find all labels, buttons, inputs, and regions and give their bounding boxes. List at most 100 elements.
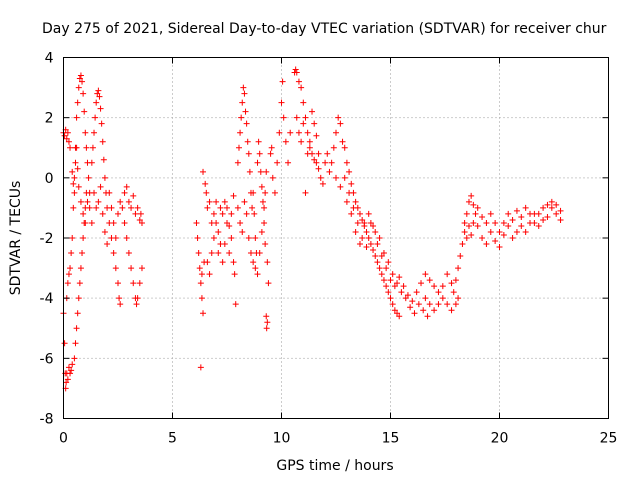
data-point <box>198 271 205 278</box>
data-point <box>128 204 135 211</box>
data-point <box>125 198 132 205</box>
data-point <box>262 189 269 196</box>
data-point <box>88 159 95 166</box>
data-point <box>134 295 141 302</box>
data-point <box>328 159 335 166</box>
data-point <box>337 120 344 127</box>
x-tick-label: 20 <box>491 431 509 447</box>
data-point <box>415 301 422 308</box>
data-point <box>263 168 270 175</box>
data-point <box>387 277 394 284</box>
data-point <box>123 183 130 190</box>
data-point <box>121 219 128 226</box>
data-point <box>108 204 115 211</box>
data-point <box>370 247 377 254</box>
data-point <box>84 198 91 205</box>
data-point <box>505 210 512 217</box>
data-point <box>81 108 88 115</box>
data-point <box>372 228 379 235</box>
data-point <box>83 144 90 151</box>
data-point <box>348 210 355 217</box>
data-point <box>112 235 119 241</box>
data-point <box>459 241 466 248</box>
data-point <box>69 168 76 175</box>
data-point <box>509 216 516 223</box>
data-point <box>75 295 82 302</box>
data-point <box>68 367 75 374</box>
data-point <box>339 138 346 145</box>
data-point <box>88 219 95 226</box>
data-point <box>461 219 468 226</box>
data-point <box>64 280 71 287</box>
data-point <box>86 204 93 211</box>
data-point <box>431 283 438 290</box>
data-point <box>474 222 481 229</box>
data-point <box>350 204 357 211</box>
data-point <box>302 189 309 196</box>
data-point <box>389 301 396 308</box>
data-point <box>370 222 377 229</box>
data-point <box>121 189 128 196</box>
data-point <box>487 228 494 235</box>
data-point <box>200 168 207 175</box>
data-point <box>100 156 107 163</box>
data-point <box>245 235 252 241</box>
data-point <box>224 204 230 211</box>
data-point <box>455 265 462 272</box>
data-point <box>474 204 481 211</box>
data-point <box>513 207 520 214</box>
x-tick-label: 15 <box>382 431 400 447</box>
data-point <box>74 310 81 317</box>
data-point <box>230 259 237 266</box>
data-point <box>63 135 70 142</box>
data-point <box>540 216 547 223</box>
data-point <box>396 313 403 320</box>
y-tick-label: 4 <box>45 51 54 67</box>
y-tick-label: -8 <box>40 412 54 428</box>
data-point <box>74 165 81 172</box>
data-point <box>67 370 74 377</box>
data-point <box>67 144 74 151</box>
data-point <box>77 198 84 205</box>
data-point <box>367 219 374 226</box>
data-point <box>518 213 525 220</box>
data-point <box>99 138 106 145</box>
data-point <box>195 250 202 257</box>
data-point <box>483 219 490 226</box>
chart-title: Day 275 of 2021, Sidereal Day-to-day VTE… <box>42 21 607 37</box>
data-point <box>409 298 416 305</box>
data-point <box>98 120 105 127</box>
data-point <box>123 235 130 241</box>
data-point <box>254 159 261 166</box>
data-point <box>238 114 245 121</box>
data-point <box>95 198 102 205</box>
data-point <box>274 159 281 166</box>
data-point <box>249 204 256 211</box>
data-point <box>487 210 494 217</box>
data-point <box>439 295 446 302</box>
data-point <box>448 280 455 287</box>
data-point <box>77 265 84 272</box>
data-point <box>352 228 359 235</box>
data-point <box>492 219 499 226</box>
data-point <box>219 259 226 266</box>
data-point <box>394 280 401 287</box>
data-point <box>210 235 217 241</box>
data-point <box>500 219 507 226</box>
data-point <box>300 120 307 127</box>
data-point <box>311 120 318 127</box>
data-point <box>557 216 564 223</box>
data-point <box>74 99 81 106</box>
data-point <box>365 235 372 241</box>
data-point <box>304 150 311 157</box>
data-point <box>136 280 143 287</box>
data-point <box>106 189 113 196</box>
data-point <box>202 180 209 187</box>
data-point <box>206 271 213 278</box>
data-point <box>115 210 121 217</box>
data-point <box>391 283 398 290</box>
data-point <box>241 198 248 205</box>
data-point <box>548 204 555 211</box>
data-point <box>213 219 220 226</box>
